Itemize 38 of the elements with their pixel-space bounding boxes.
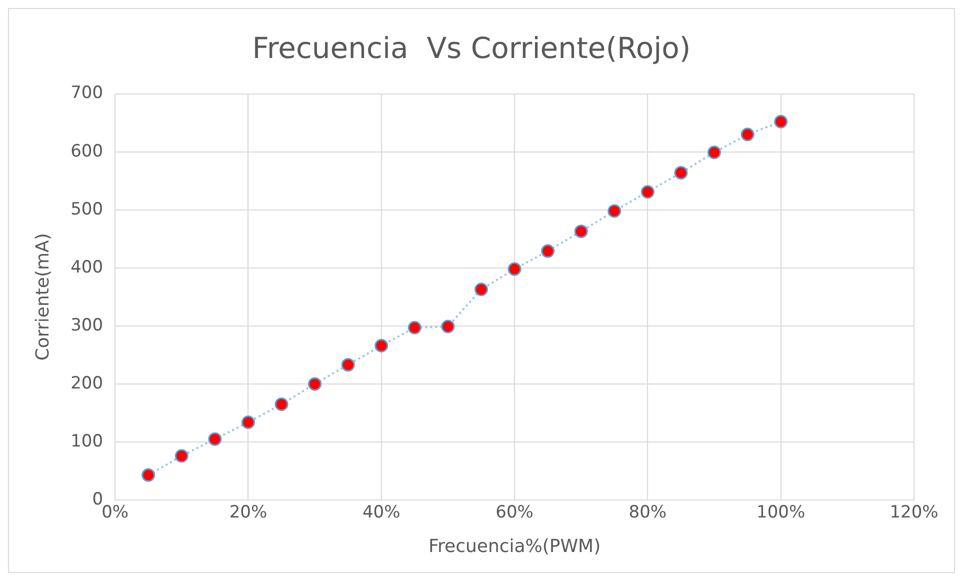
point (574, 224, 588, 238)
y-tick-label: 700 (70, 83, 104, 104)
point (374, 338, 388, 352)
y-tick-label: 200 (70, 373, 104, 394)
y-tick-label: 500 (70, 199, 104, 220)
y-tick-label: 400 (70, 257, 104, 278)
x-tick-label: 100% (756, 502, 806, 523)
point (740, 128, 754, 142)
y-tick-label: 0 (92, 489, 104, 510)
point (541, 244, 555, 258)
point (174, 449, 188, 463)
point (674, 166, 688, 180)
point (708, 146, 722, 160)
point (508, 262, 522, 276)
x-tick-label: 0% (102, 502, 129, 523)
point (208, 432, 222, 446)
point (274, 398, 288, 412)
point (774, 114, 788, 128)
point (308, 377, 322, 391)
point (341, 358, 355, 372)
y-tick-label: 300 (70, 315, 104, 336)
chart-title: Frecuencia Vs Corriente(Rojo) (252, 30, 691, 65)
point (640, 185, 654, 199)
point (241, 415, 255, 429)
point (441, 320, 455, 334)
x-tick-label: 20% (229, 502, 268, 523)
x-axis-title: Frecuencia%(PWM) (428, 536, 601, 557)
y-tick-label: 100 (70, 431, 104, 452)
x-tick-label: 80% (628, 502, 667, 523)
y-tick-label: 600 (70, 141, 104, 162)
point (474, 282, 488, 296)
x-tick-label: 120% (890, 502, 938, 523)
x-tick-label: 40% (362, 502, 400, 523)
point (142, 468, 156, 482)
point (608, 204, 622, 218)
x-tick-label: 60% (496, 502, 534, 523)
point (408, 320, 422, 334)
y-axis-title: Corriente(mA) (32, 233, 54, 361)
